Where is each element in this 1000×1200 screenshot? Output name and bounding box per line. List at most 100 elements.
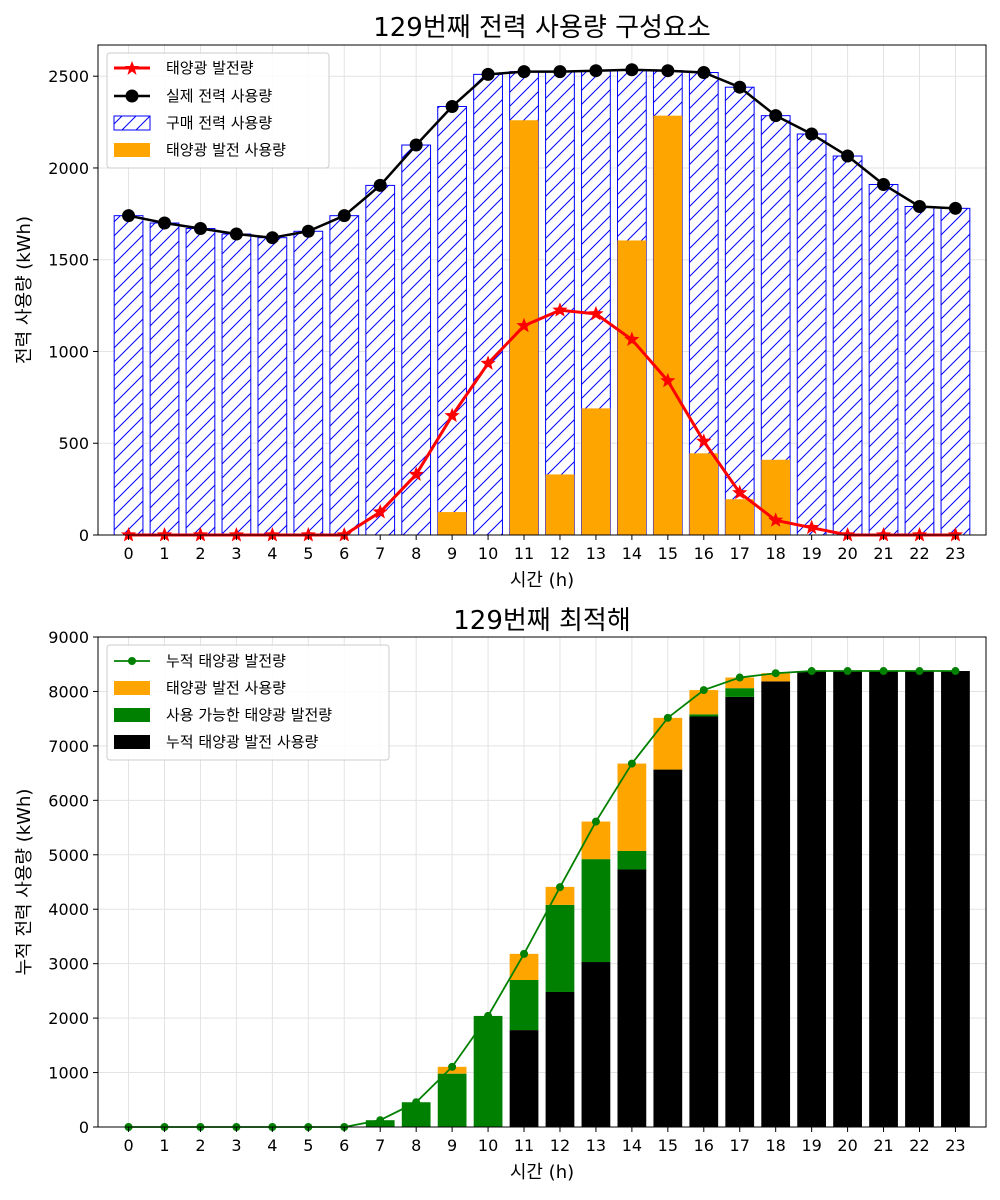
x-tick-label: 23 [945, 1136, 965, 1155]
chart-bottom: 0 1 2 3 4 5 6 7 8 9 10 11 12 13 14 15 16 17 18 19 20 21 22 23 0… [14, 606, 987, 1183]
purchased-bar [365, 184, 396, 536]
star-marker [588, 305, 604, 321]
circle-marker [877, 177, 891, 191]
star-marker [696, 433, 712, 448]
circle-marker [553, 65, 567, 79]
x-tick-label: 21 [873, 1136, 893, 1155]
circle-marker-icon [125, 89, 139, 103]
y-tick-label: 2500 [48, 67, 89, 86]
legend-swatch-orange [114, 681, 150, 695]
y-tick-label: 7000 [48, 737, 89, 756]
circle-marker [769, 109, 783, 123]
x-tick-label: 7 [375, 544, 385, 563]
x-tick-label: 3 [231, 544, 241, 563]
y-tick-label: 500 [58, 434, 89, 453]
purchased-bar [868, 183, 899, 536]
top-chart-title: 129번째 전력 사용량 구성요소 [373, 13, 711, 43]
chart-top: 0 1 2 3 4 5 6 7 8 9 10 11 12 13 14 15 16 17 18 19 20 21 22 23 0… [14, 13, 987, 591]
y-tick-label: 5000 [48, 846, 89, 865]
star-marker [156, 527, 173, 542]
cumulative-used-bar [797, 671, 827, 1127]
legend-swatch-green [114, 708, 150, 722]
circle-marker [229, 227, 243, 241]
available-solar-bar [689, 714, 719, 717]
available-solar-bar [545, 904, 575, 992]
legend-swatch-black [114, 735, 150, 749]
top-legend-item-solar-generation: 태양광 발전량 [114, 59, 254, 77]
bottom-legend-item-solar-used: 태양광 발전 사용량 [114, 679, 286, 697]
bottom-legend-box [106, 644, 390, 761]
x-tick-label: 16 [694, 1136, 714, 1155]
legend-label: 누적 태양광 발전 사용량 [166, 733, 319, 751]
circle-marker [879, 667, 888, 676]
x-tick-label: 22 [909, 1136, 929, 1155]
cumulative-used-bar [617, 869, 647, 1127]
y-tick-label: 6000 [48, 791, 89, 810]
solar-used-bar [617, 240, 647, 535]
cumulative-used-bar [761, 681, 791, 1127]
star-marker [444, 407, 460, 423]
x-tick-label: 11 [514, 1136, 534, 1155]
circle-marker [948, 201, 962, 215]
bottom-legend-item-available-solar: 사용 가능한 태양광 발전량 [114, 706, 332, 724]
bottom-plot-frame [97, 636, 987, 1128]
solar-used-bar [761, 673, 791, 682]
bottom-y-ticks: 0 1000 2000 3000 4000 5000 6000 7000 8000 9000 [48, 628, 98, 1137]
x-tick-label: 8 [411, 1136, 421, 1155]
available-solar-bar [725, 688, 755, 697]
y-tick-label: 9000 [48, 628, 89, 647]
x-tick-label: 22 [909, 544, 929, 563]
available-solar-bar [473, 1015, 503, 1127]
x-tick-label: 9 [447, 544, 457, 563]
x-tick-label: 14 [622, 544, 642, 563]
star-marker [624, 331, 640, 347]
star-marker-icon [125, 61, 139, 75]
x-tick-label: 15 [658, 544, 678, 563]
solar-used-bar [545, 474, 575, 535]
available-solar-bar [617, 850, 647, 870]
x-tick-label: 1 [159, 544, 169, 563]
purchased-bar [329, 215, 360, 536]
legend-swatch-orange [114, 143, 150, 157]
star-marker [300, 527, 316, 542]
purchased-bar [473, 73, 503, 536]
star-marker [516, 317, 532, 333]
cumulative-used-bar [833, 671, 862, 1127]
solar-used-bar [581, 408, 611, 535]
y-tick-label: 2000 [48, 159, 89, 178]
x-tick-label: 8 [411, 544, 421, 563]
x-tick-label: 10 [478, 544, 498, 563]
x-tick-label: 4 [267, 1136, 277, 1155]
star-marker [228, 527, 245, 542]
top-y-ticks: 0 500 1000 1500 2000 2500 [48, 67, 98, 545]
top-solar-used-bars [437, 115, 791, 536]
x-tick-label: 1 [159, 1136, 169, 1155]
circle-marker [412, 1098, 421, 1107]
circle-marker [841, 149, 855, 163]
star-marker [552, 302, 568, 317]
x-tick-label: 6 [339, 1136, 349, 1155]
purchased-bar [437, 105, 468, 536]
y-tick-label: 3000 [48, 955, 89, 974]
x-tick-label: 12 [550, 544, 570, 563]
y-tick-label: 1000 [48, 342, 89, 361]
circle-marker [807, 667, 816, 676]
x-tick-label: 11 [514, 544, 534, 563]
available-solar-bar [437, 1073, 467, 1127]
purchased-bar [257, 237, 288, 536]
legend-swatch-hatch [113, 115, 151, 131]
legend-label: 태양광 발전량 [166, 59, 254, 77]
y-tick-label: 0 [79, 1118, 89, 1137]
y-tick-label: 0 [79, 526, 89, 545]
cumulative-used-bar [905, 671, 934, 1127]
circle-marker [915, 667, 924, 676]
purchased-bar [796, 133, 827, 536]
bottom-x-ticks: 0 1 2 3 4 5 6 7 8 9 10 11 12 13 14 15 16 17 18 19 20 21 22 23 [123, 1127, 966, 1155]
circle-marker [661, 64, 675, 78]
circle-marker [481, 67, 495, 81]
cumulative-used-bar [689, 716, 719, 1127]
cumulative-used-bar [509, 1030, 539, 1127]
circle-marker [158, 216, 172, 230]
x-tick-label: 17 [730, 544, 750, 563]
